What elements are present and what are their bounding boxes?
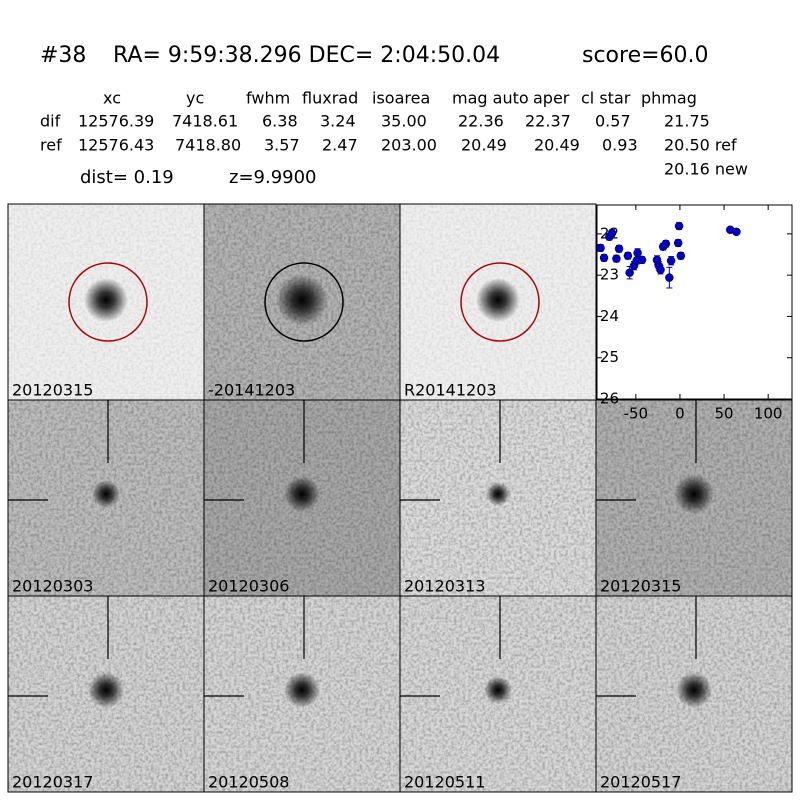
y-tick-label: 23 (600, 266, 619, 284)
panel-label: R20141203 (404, 381, 497, 400)
x-tick-label: 100 (754, 405, 783, 423)
object-id: #38 (40, 43, 86, 68)
star (484, 676, 512, 704)
column-header: cl star (581, 89, 631, 108)
star (486, 482, 510, 506)
panel-label: 20120315 (12, 381, 93, 400)
data-point (596, 243, 605, 253)
data-point (625, 268, 634, 277)
panel-label: 20120517 (600, 773, 681, 792)
data-point (674, 221, 684, 231)
table-cell: 20.50 ref (664, 136, 737, 155)
table-cell: 203.00 (381, 136, 437, 155)
table-cell: 20.49 (461, 136, 507, 155)
data-point (665, 273, 674, 282)
data-point (656, 265, 665, 275)
panel-label: 20120508 (208, 773, 289, 792)
data-point (623, 251, 633, 261)
column-header: fwhm (246, 89, 290, 108)
data-point (666, 256, 676, 265)
star (88, 672, 124, 708)
table-cell: 7418.80 (175, 136, 241, 155)
data-point (633, 248, 642, 258)
y-tick-label: 24 (600, 307, 619, 325)
table-cell: 21.75 (664, 112, 710, 131)
panel-label: 20120511 (404, 773, 485, 792)
table-cell: 2.47 (322, 136, 358, 155)
star (84, 278, 128, 322)
table-cell: 12576.39 (78, 112, 154, 131)
table-cell: 0.93 (602, 136, 638, 155)
panel-label: -20141203 (208, 381, 295, 400)
data-point (612, 254, 621, 263)
table-cell: 3.24 (320, 112, 356, 131)
table-cell: 12576.43 (78, 136, 154, 155)
coordinates: RA= 9:59:38.296 DEC= 2:04:50.04 (113, 43, 500, 68)
panel-label: 20120313 (404, 577, 485, 596)
column-header: xc (103, 89, 121, 108)
panel-label: 20120303 (12, 577, 93, 596)
row-label: ref (40, 136, 62, 155)
data-point (614, 244, 624, 254)
table-cell: 22.36 (458, 112, 504, 131)
data-point (637, 255, 647, 265)
column-header: phmag (641, 89, 697, 108)
star (674, 474, 714, 514)
panel-frame (595, 595, 793, 793)
table-cell: 6.38 (262, 112, 298, 131)
phmag-new: 20.16 new (664, 160, 748, 179)
row-label: dif (40, 112, 61, 131)
column-header: aper (533, 89, 570, 108)
panel-label: 20120315 (600, 577, 681, 596)
panels: 20120315 -20141203 R20141203 20120303 201203… (7, 203, 793, 793)
y-tick-label: 25 (600, 348, 619, 366)
table-cell: 22.37 (525, 112, 571, 131)
table-cell: 3.57 (264, 136, 300, 155)
star (676, 672, 712, 708)
star (284, 476, 320, 512)
table-cell: 7418.61 (172, 112, 238, 131)
column-header: yc (186, 89, 204, 108)
distance: dist= 0.19 (80, 167, 174, 188)
y-tick-label: 26 (600, 390, 619, 408)
column-header: isoarea (372, 89, 430, 108)
data-point (661, 239, 671, 249)
star (92, 480, 120, 508)
data-point (607, 228, 617, 238)
data-point (676, 251, 686, 261)
aperture-circle (264, 262, 344, 342)
table-cell: 35.00 (381, 112, 427, 131)
redshift: z=9.9900 (229, 167, 317, 188)
star (476, 278, 520, 322)
column-header: fluxrad (302, 89, 358, 108)
data-point (673, 238, 683, 248)
data-point (599, 253, 609, 263)
star (284, 672, 320, 708)
table-cell: 20.49 (534, 136, 580, 155)
x-tick-label: -50 (624, 405, 649, 423)
table-cell: 0.57 (595, 112, 631, 131)
panel-label: 20120306 (208, 577, 289, 596)
x-tick-label: 0 (675, 405, 685, 423)
star (276, 274, 328, 326)
x-tick-label: 50 (715, 405, 734, 423)
plot-area (596, 204, 793, 400)
score: score=60.0 (582, 43, 709, 68)
aperture-circle (68, 262, 148, 342)
panel-label: 20120317 (12, 773, 93, 792)
column-header: mag auto (452, 89, 529, 108)
aperture-circle (460, 262, 540, 342)
data-point (732, 227, 741, 237)
